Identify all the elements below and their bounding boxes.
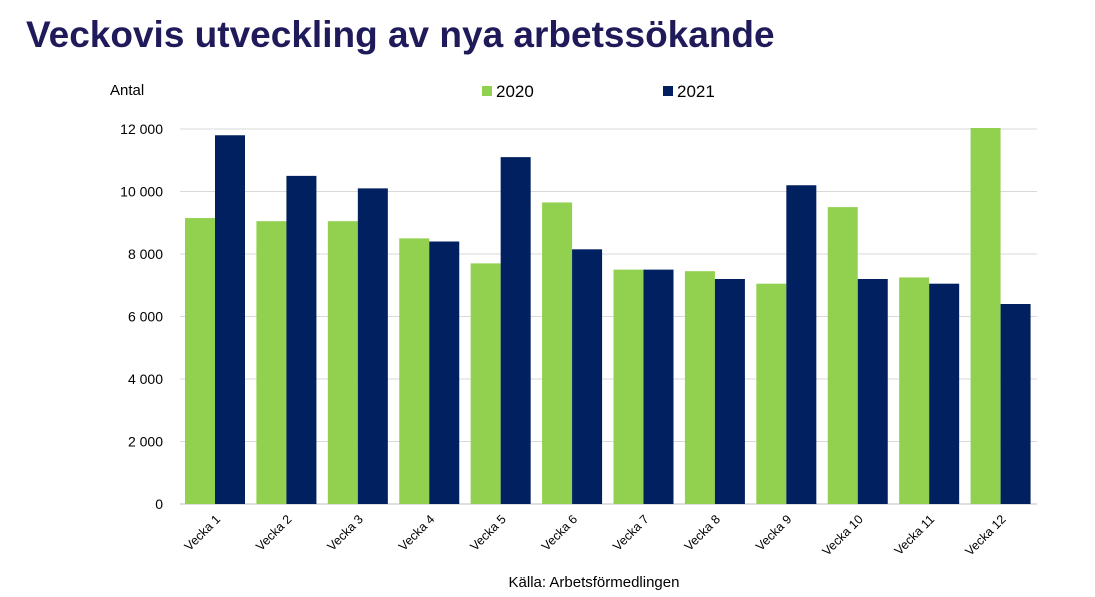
x-category-label: Vecka 6 bbox=[539, 512, 580, 553]
bar-2020-6 bbox=[542, 202, 573, 504]
page-title: Veckovis utveckling av nya arbetssökande bbox=[26, 14, 775, 55]
bar-2020-12 bbox=[970, 128, 1001, 504]
y-tick-label: 6 000 bbox=[128, 309, 163, 325]
x-category-label: Vecka 4 bbox=[396, 512, 437, 553]
x-category-label: Vecka 1 bbox=[182, 512, 223, 553]
x-category-label: Vecka 11 bbox=[892, 512, 938, 558]
bar-2021-7 bbox=[643, 269, 674, 504]
legend-swatch-2020 bbox=[482, 86, 492, 96]
bar-2021-10 bbox=[857, 279, 888, 504]
bar-2021-4 bbox=[429, 241, 460, 504]
bar-2021-6 bbox=[572, 249, 603, 504]
bar-2021-11 bbox=[929, 283, 960, 504]
x-category-label: Vecka 12 bbox=[962, 512, 1008, 558]
y-tick-label: 4 000 bbox=[128, 371, 163, 387]
x-category-label: Vecka 10 bbox=[820, 512, 866, 558]
bar-2020-5 bbox=[470, 263, 501, 504]
bar-2020-4 bbox=[399, 238, 430, 504]
bar-2021-2 bbox=[286, 175, 317, 504]
bar-2020-8 bbox=[684, 271, 715, 504]
x-category-label: Vecka 5 bbox=[467, 512, 508, 553]
y-tick-label: 10 000 bbox=[120, 184, 163, 200]
legend-swatch-2021 bbox=[663, 86, 673, 96]
y-tick-label: 12 000 bbox=[120, 121, 163, 137]
bar-2020-1 bbox=[185, 218, 215, 504]
bar-2021-3 bbox=[357, 188, 388, 504]
bars bbox=[185, 128, 1031, 504]
bar-2020-7 bbox=[613, 269, 644, 504]
bar-2021-1 bbox=[215, 135, 245, 504]
x-category-label: Vecka 7 bbox=[610, 512, 651, 553]
x-axis-categories: Vecka 1 Vecka 2 Vecka 3 Vecka 4 Vecka 5 Vecka… bbox=[182, 512, 1009, 558]
bar-2020-10 bbox=[827, 207, 858, 504]
y-axis-ticks: 0 2 000 4 000 6 000 8 000 10 000 12 000 bbox=[120, 121, 163, 512]
bar-2020-3 bbox=[327, 221, 358, 504]
y-tick-label: 2 000 bbox=[128, 434, 163, 450]
x-category-label: Vecka 2 bbox=[253, 512, 294, 553]
x-category-label: Vecka 8 bbox=[682, 512, 723, 553]
legend-label-2021: 2021 bbox=[677, 82, 715, 101]
bar-2021-9 bbox=[786, 185, 817, 504]
source-note: Källa: Arbetsförmedlingen bbox=[509, 574, 680, 591]
legend-label-2020: 2020 bbox=[496, 82, 534, 101]
y-axis-title: Antal bbox=[110, 82, 144, 99]
y-tick-label: 0 bbox=[155, 496, 163, 512]
bar-2020-11 bbox=[899, 277, 930, 504]
x-category-label: Vecka 9 bbox=[753, 512, 794, 553]
bar-2020-2 bbox=[256, 221, 287, 504]
bar-2021-12 bbox=[1000, 304, 1031, 504]
gridlines bbox=[180, 128, 1037, 505]
bar-2020-9 bbox=[756, 283, 787, 504]
y-tick-label: 8 000 bbox=[128, 246, 163, 262]
legend: 2020 2021 bbox=[482, 82, 715, 101]
bar-2021-5 bbox=[500, 157, 531, 504]
bar-2021-8 bbox=[714, 279, 745, 504]
x-category-label: Vecka 3 bbox=[325, 512, 366, 553]
